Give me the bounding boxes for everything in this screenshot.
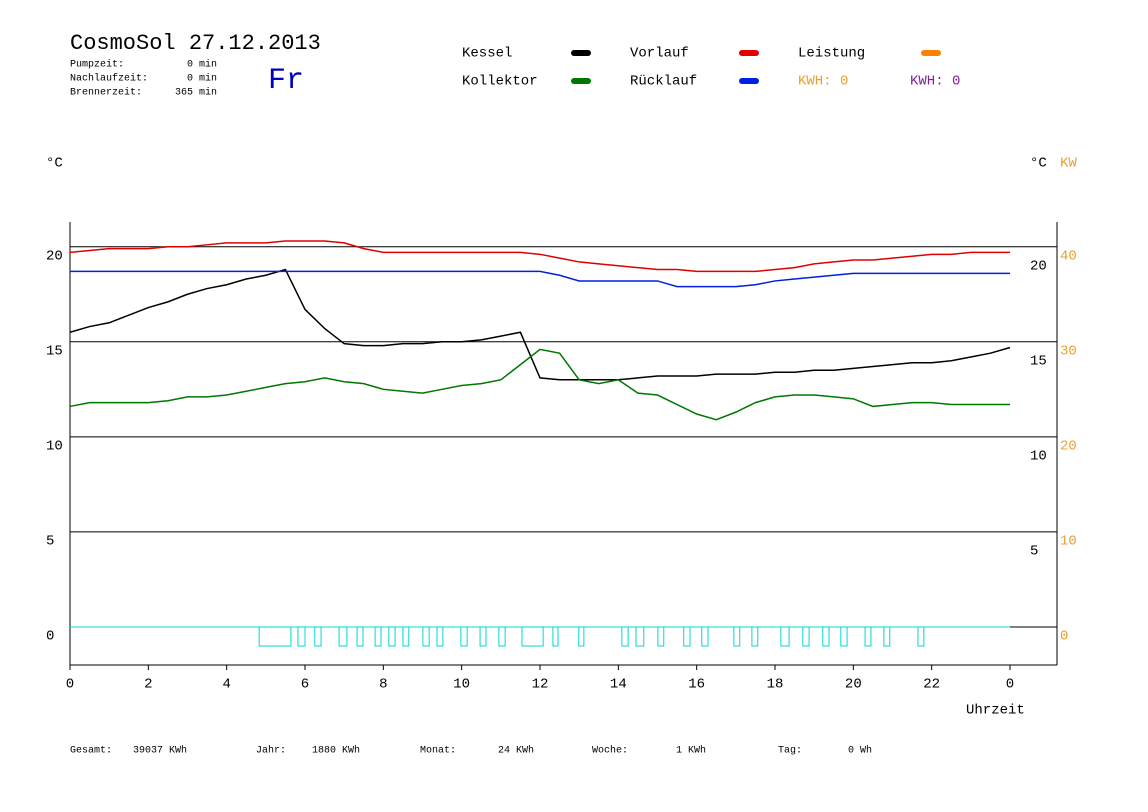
footer-value: 39037 KWh bbox=[133, 745, 187, 757]
y2-axis-label: °C bbox=[1030, 156, 1047, 172]
series-line bbox=[70, 270, 1010, 288]
pump-pulse bbox=[388, 626, 396, 647]
pump-pulse bbox=[883, 626, 891, 647]
pump-pulse bbox=[751, 626, 759, 647]
pump-pulse bbox=[621, 626, 629, 647]
x-tick-label: 4 bbox=[222, 677, 230, 693]
pump-pulse bbox=[578, 626, 585, 647]
x-tick-label: 0 bbox=[1006, 677, 1014, 693]
x-tick-label: 18 bbox=[767, 677, 784, 693]
pump-pulse bbox=[733, 626, 741, 647]
stat-label: Nachlaufzeit: bbox=[70, 73, 148, 85]
y-tick-label: 10 bbox=[46, 439, 63, 455]
y-axis-label: °C bbox=[46, 156, 63, 172]
pump-pulse bbox=[460, 626, 468, 647]
y3-tick-label: 30 bbox=[1060, 343, 1077, 359]
pump-pulse bbox=[822, 626, 830, 647]
legend-label: Leistung bbox=[798, 46, 865, 62]
pump-pulse bbox=[683, 626, 691, 647]
pump-pulse bbox=[917, 626, 925, 647]
y2-tick-label: 5 bbox=[1030, 544, 1038, 560]
footer-value: 1 KWh bbox=[676, 745, 706, 757]
stat-value: 0 min bbox=[187, 73, 217, 85]
x-tick-label: 16 bbox=[688, 677, 705, 693]
y-tick-label: 0 bbox=[46, 629, 54, 645]
stat-value: 0 min bbox=[187, 59, 217, 71]
pump-pulse bbox=[780, 626, 790, 647]
y3-tick-label: 10 bbox=[1060, 534, 1077, 550]
legend-label: Vorlauf bbox=[630, 46, 689, 62]
y-tick-label: 20 bbox=[46, 248, 63, 264]
y-tick-label: 5 bbox=[46, 534, 54, 550]
legend-label: Kollektor bbox=[462, 74, 538, 90]
pump-pulse bbox=[297, 626, 306, 647]
pump-pulse bbox=[552, 626, 559, 647]
x-tick-label: 0 bbox=[66, 677, 74, 693]
series-line bbox=[69, 268, 1011, 381]
series-line bbox=[69, 240, 1010, 273]
stat-label: Pumpzeit: bbox=[70, 59, 124, 71]
footer-value: 0 Wh bbox=[848, 745, 872, 757]
pump-pulse bbox=[356, 626, 364, 647]
footer-value: 1880 KWh bbox=[312, 745, 360, 757]
x-tick-label: 22 bbox=[923, 677, 940, 693]
footer-label: Jahr: bbox=[256, 745, 286, 757]
series-line bbox=[69, 348, 1010, 421]
pump-pulse bbox=[436, 626, 444, 647]
x-tick-label: 14 bbox=[610, 677, 627, 693]
footer-label: Monat: bbox=[420, 746, 456, 757]
pump-pulse bbox=[479, 626, 487, 647]
x-tick-label: 6 bbox=[301, 677, 309, 693]
pump-pulse bbox=[422, 626, 430, 647]
footer-value: 24 KWh bbox=[498, 745, 534, 757]
y2-tick-label: 15 bbox=[1030, 353, 1047, 369]
pump-pulse bbox=[338, 626, 348, 647]
y2-tick-label: 20 bbox=[1030, 258, 1047, 274]
y3-axis-label: KW bbox=[1060, 156, 1077, 172]
stat-value: 365 min bbox=[175, 87, 217, 99]
x-tick-label: 2 bbox=[144, 677, 152, 693]
x-tick-label: 10 bbox=[453, 677, 470, 693]
pump-pulse bbox=[840, 626, 848, 647]
pump-pulse bbox=[701, 626, 709, 647]
weekday: Fr bbox=[268, 64, 304, 98]
legend-label: Kessel bbox=[462, 46, 512, 62]
x-axis-label: Uhrzeit bbox=[966, 703, 1025, 719]
x-tick-label: 12 bbox=[532, 677, 549, 693]
x-tick-label: 20 bbox=[845, 677, 862, 693]
legend-label: Rücklauf bbox=[630, 74, 697, 90]
title: CosmoSol 27.12.2013 bbox=[70, 31, 321, 56]
x-tick-label: 8 bbox=[379, 677, 387, 693]
footer-label: Woche: bbox=[592, 745, 628, 757]
y3-tick-label: 40 bbox=[1060, 248, 1077, 264]
pump-pulse bbox=[402, 626, 410, 647]
pump-pulse bbox=[314, 626, 322, 647]
y3-tick-label: 20 bbox=[1060, 439, 1077, 455]
footer-label: Gesamt: bbox=[70, 746, 112, 757]
y3-tick-label: 0 bbox=[1060, 629, 1068, 645]
pump-pulse bbox=[374, 626, 382, 647]
kwh-label: KWH: 0 bbox=[910, 74, 960, 90]
pump-pulse bbox=[521, 626, 544, 647]
pump-pulse bbox=[864, 626, 872, 647]
y-tick-label: 15 bbox=[46, 343, 63, 359]
pump-pulse bbox=[498, 626, 506, 647]
pump-pulse bbox=[657, 626, 665, 647]
y2-tick-label: 10 bbox=[1030, 449, 1047, 465]
footer-label: Tag: bbox=[778, 746, 802, 757]
pump-pulse bbox=[258, 626, 292, 647]
pump-pulse bbox=[635, 626, 645, 647]
pump-pulse bbox=[802, 626, 810, 647]
kwh-label: KWH: 0 bbox=[798, 74, 848, 90]
stat-label: Brennerzeit: bbox=[70, 87, 142, 99]
